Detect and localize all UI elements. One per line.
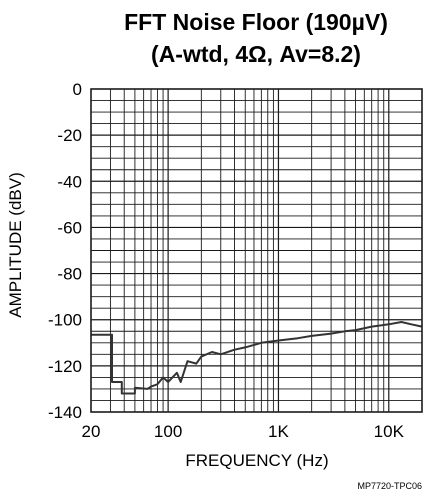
figure-id: MP7720-TPC06 bbox=[357, 481, 422, 491]
x-axis-label: FREQUENCY (Hz) bbox=[185, 451, 328, 470]
series-line-0 bbox=[91, 321, 423, 395]
y-tick-label: -120 bbox=[48, 357, 82, 376]
y-tick-label: -20 bbox=[57, 126, 82, 145]
x-tick-label: 100 bbox=[154, 422, 182, 441]
grid bbox=[91, 89, 422, 412]
y-tick-label: -60 bbox=[57, 218, 82, 237]
chart-title-line-1: FFT Noise Floor (190µV) bbox=[124, 9, 388, 35]
y-tick-label: -140 bbox=[48, 403, 82, 422]
plot-frame bbox=[90, 88, 423, 413]
x-tick-label: 1K bbox=[268, 422, 289, 441]
y-tick-labels: 0 -20 -40 -60 -80 -100 -120 -140 bbox=[48, 80, 82, 422]
y-tick-label: -40 bbox=[57, 172, 82, 191]
x-tick-labels: 20 100 1K 10K bbox=[82, 422, 405, 441]
y-tick-label: 0 bbox=[73, 80, 82, 99]
x-tick-label: 10K bbox=[374, 422, 405, 441]
x-tick-label: 20 bbox=[82, 422, 101, 441]
y-tick-label: -80 bbox=[57, 265, 82, 284]
y-tick-label: -100 bbox=[48, 311, 82, 330]
series-layer bbox=[91, 321, 423, 395]
chart-title-line-2: (A-wtd, 4Ω, Av=8.2) bbox=[151, 41, 361, 67]
y-axis-label: AMPLITUDE (dBV) bbox=[6, 172, 25, 317]
